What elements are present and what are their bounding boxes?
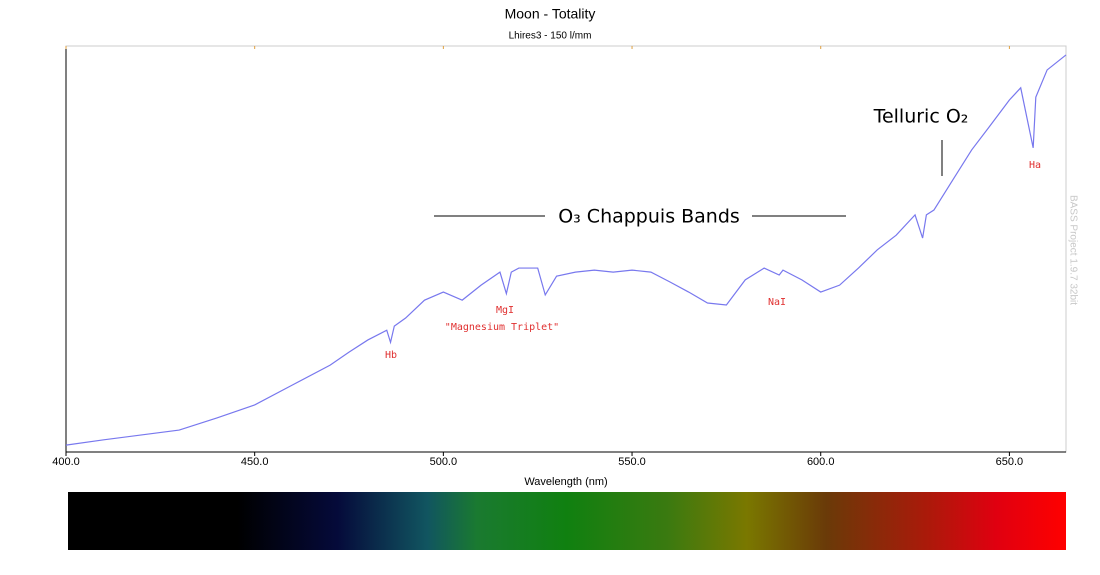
- x-axis-label: Wavelength (nm): [524, 476, 607, 488]
- annotation: "Magnesium Triplet": [445, 322, 559, 333]
- annotation: NaI: [768, 297, 786, 308]
- annotation: Ha: [1029, 160, 1041, 171]
- spectrum-line: [65, 54, 1067, 446]
- annotation: Hb: [385, 350, 397, 361]
- chart-subtitle: Lhires3 - 150 l/mm: [509, 31, 592, 42]
- x-tick-label: 500.0: [430, 456, 458, 468]
- annotation: MgI: [496, 305, 514, 316]
- annotation: Telluric O₂: [873, 106, 969, 128]
- chart-title: Moon - Totality: [505, 6, 596, 22]
- annotation: O₃ Chappuis Bands: [558, 206, 740, 228]
- spectrum-strip: [68, 492, 1066, 550]
- watermark: BASS Project 1.9.7 32bit: [1067, 195, 1078, 305]
- x-tick-label: 550.0: [618, 456, 646, 468]
- x-tick-label: 450.0: [241, 456, 269, 468]
- x-tick-label: 600.0: [807, 456, 835, 468]
- x-tick-label: 650.0: [996, 456, 1024, 468]
- x-tick-label: 400.0: [52, 456, 80, 468]
